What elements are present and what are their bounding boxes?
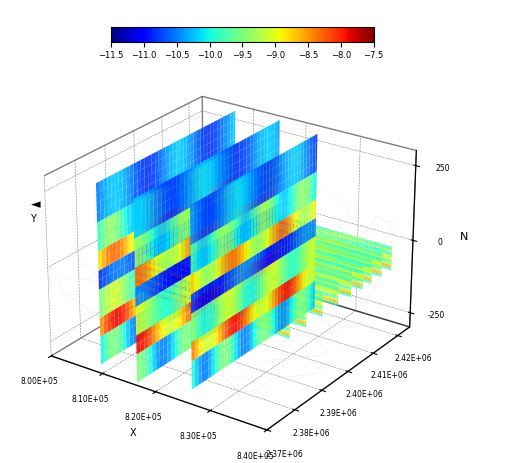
Text: ◄: ◄ [30,198,40,211]
Text: Y: Y [30,214,36,224]
X-axis label: X: X [129,428,136,438]
